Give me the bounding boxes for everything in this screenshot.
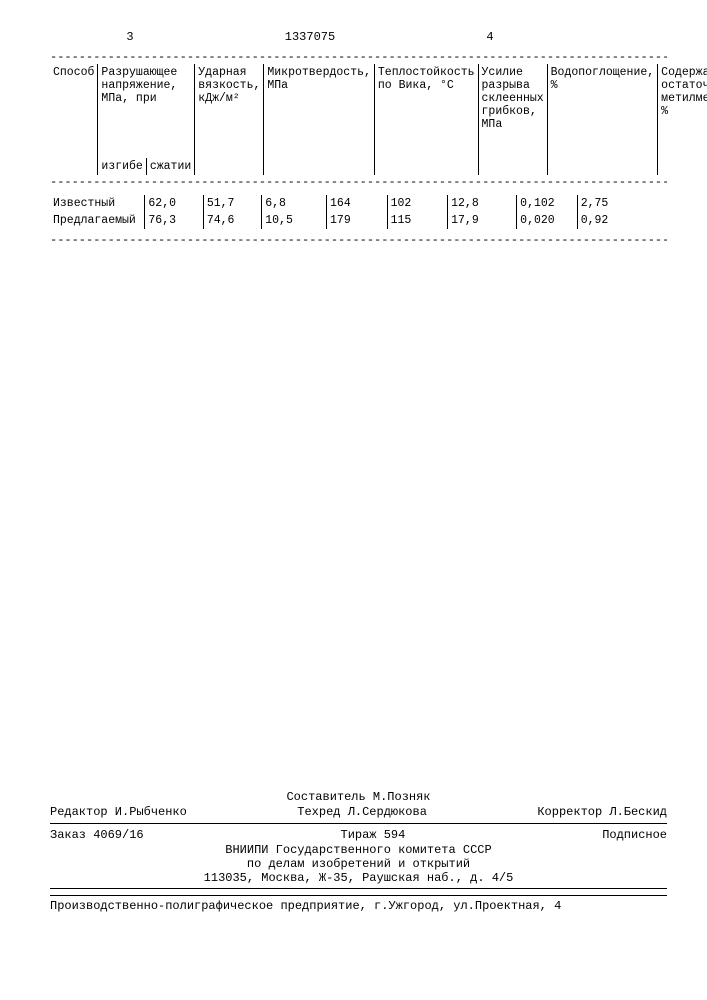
col-usil: Усилие разрыва склеенных грибков, МПа	[478, 64, 547, 158]
col-izgib: изгибе	[98, 158, 146, 175]
col-szhat: сжатии	[146, 158, 194, 175]
rule	[50, 888, 667, 889]
cell: 74,6	[203, 212, 261, 229]
col-sposob-sub	[50, 158, 98, 175]
cell: 17,9	[448, 212, 517, 229]
row-label: Известный	[50, 195, 145, 212]
row-label: Предлагаемый	[50, 212, 145, 229]
compiler: Составитель М.Позняк	[50, 790, 667, 804]
cell: 10,5	[262, 212, 327, 229]
committee-line1: ВНИИПИ Государственного комитета СССР	[50, 843, 667, 857]
col-vodo: Водопоглощение, %	[547, 64, 658, 158]
cell: 0,020	[517, 212, 578, 229]
cell: 12,8	[448, 195, 517, 212]
rule	[50, 895, 667, 896]
page-number-left: 3	[50, 30, 210, 44]
data-rows: Известный 62,0 51,7 6,8 164 102 12,8 0,1…	[50, 195, 667, 229]
cell: 2,75	[577, 195, 667, 212]
order: Заказ 4069/16	[50, 828, 144, 842]
page-number-right: 4	[410, 30, 570, 44]
col-sposob: Способ	[50, 64, 98, 158]
editor: Редактор И.Рыбченко	[50, 805, 187, 819]
col-razr: Разрушающее напряжение, МПа, при	[98, 64, 195, 158]
document-number: 1337075	[210, 30, 410, 44]
cell: 115	[387, 212, 448, 229]
cell: 76,3	[145, 212, 203, 229]
rule	[50, 823, 667, 824]
cell: 51,7	[203, 195, 261, 212]
col-udar: Ударная вязкость, кДж/м²	[195, 64, 264, 158]
table-bottom-rule: ----------------------------------------…	[50, 233, 667, 247]
cell: 62,0	[145, 195, 203, 212]
table-top-rule: ----------------------------------------…	[50, 50, 667, 64]
col-teplo: Теплостойкость по Вика, °С	[374, 64, 478, 158]
committee-address: 113035, Москва, Ж-35, Раушская наб., д. …	[50, 871, 667, 885]
table-row: Известный 62,0 51,7 6,8 164 102 12,8 0,1…	[50, 195, 667, 212]
subscription: Подписное	[602, 828, 667, 842]
cell: 0,92	[577, 212, 667, 229]
committee-line2: по делам изобретений и открытий	[50, 857, 667, 871]
cell: 102	[387, 195, 448, 212]
cell: 0,102	[517, 195, 578, 212]
cell: 6,8	[262, 195, 327, 212]
footer: Составитель М.Позняк Редактор И.Рыбченко…	[50, 790, 667, 913]
tech: Техред Л.Сердюкова	[297, 805, 427, 819]
table-mid-rule: ----------------------------------------…	[50, 175, 667, 189]
col-soder: Содержание остаточного метилметакрилата,…	[658, 64, 707, 158]
corrector: Корректор Л.Бескид	[537, 805, 667, 819]
table-row: Предлагаемый 76,3 74,6 10,5 179 115 17,9…	[50, 212, 667, 229]
cell: 164	[327, 195, 388, 212]
printer: Производственно-полиграфическое предприя…	[50, 899, 667, 913]
data-table: Способ Разрушающее напряжение, МПа, при …	[50, 64, 707, 175]
cell: 179	[327, 212, 388, 229]
col-mikro: Микротвердость, МПа	[264, 64, 375, 158]
circulation: Тираж 594	[341, 828, 406, 842]
page-header: 3 1337075 4	[50, 30, 667, 44]
